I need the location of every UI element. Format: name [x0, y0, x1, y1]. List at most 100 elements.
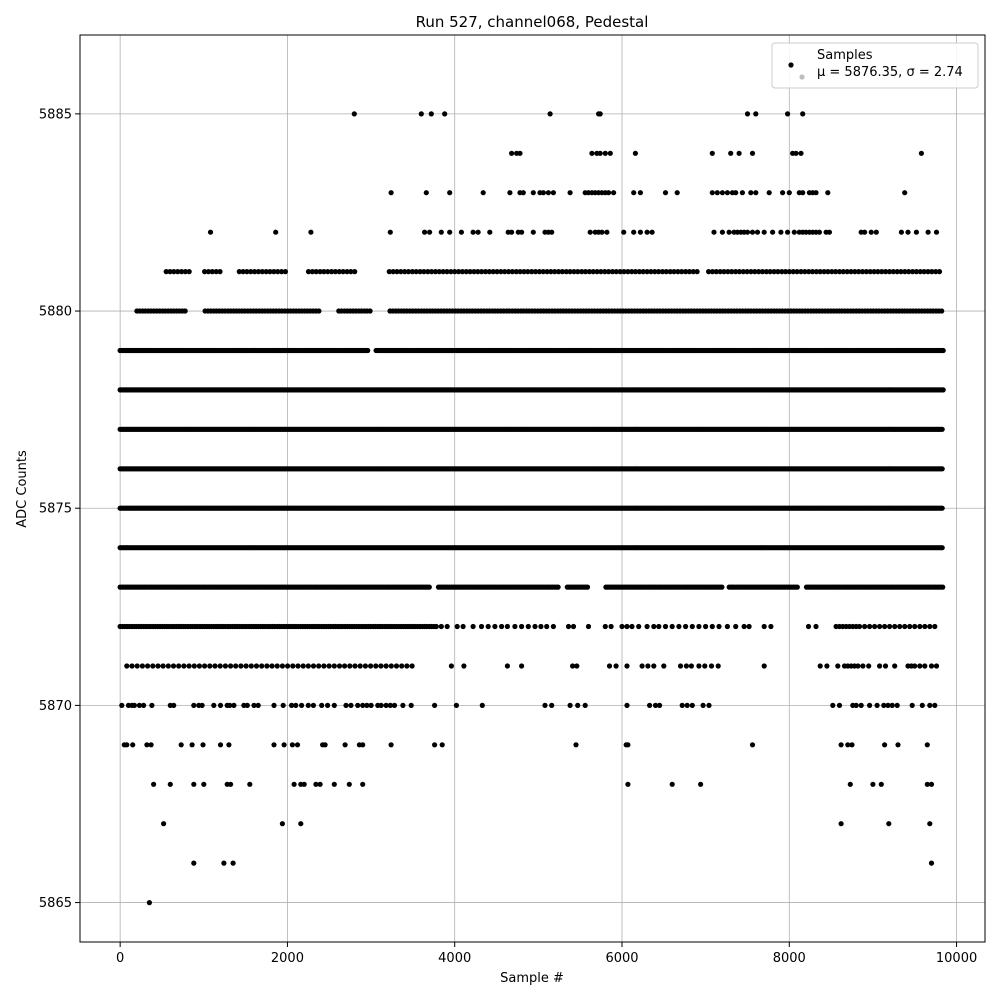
- data-point: [651, 624, 656, 629]
- data-point: [614, 663, 619, 668]
- data-point: [912, 663, 917, 668]
- data-point: [292, 782, 297, 787]
- data-point: [264, 663, 269, 668]
- data-point: [890, 703, 895, 708]
- data-point: [155, 663, 160, 668]
- data-point: [546, 190, 551, 195]
- data-point: [360, 742, 365, 747]
- data-point: [742, 624, 747, 629]
- data-point: [149, 703, 154, 708]
- data-point: [365, 348, 370, 353]
- data-point: [231, 703, 236, 708]
- data-point: [218, 703, 223, 708]
- data-point: [311, 703, 316, 708]
- data-point: [519, 624, 524, 629]
- data-point: [427, 230, 432, 235]
- data-point: [551, 624, 556, 629]
- data-point: [745, 111, 750, 116]
- data-point: [228, 663, 233, 668]
- data-point: [449, 663, 454, 668]
- data-point: [384, 663, 389, 668]
- data-point: [631, 230, 636, 235]
- data-point: [874, 230, 879, 235]
- data-point: [670, 624, 675, 629]
- data-point: [755, 230, 760, 235]
- data-point: [244, 663, 249, 668]
- data-point: [290, 742, 295, 747]
- data-point: [604, 230, 609, 235]
- data-point: [394, 663, 399, 668]
- data-point: [780, 190, 785, 195]
- data-point: [702, 663, 707, 668]
- data-point: [218, 742, 223, 747]
- data-point: [519, 230, 524, 235]
- data-point: [869, 230, 874, 235]
- data-point: [598, 111, 603, 116]
- data-point: [337, 663, 342, 668]
- data-point: [308, 230, 313, 235]
- data-point: [706, 703, 711, 708]
- data-point: [750, 742, 755, 747]
- data-point: [238, 663, 243, 668]
- data-point: [733, 624, 738, 629]
- data-point: [920, 703, 925, 708]
- data-point: [179, 742, 184, 747]
- data-point: [651, 663, 656, 668]
- data-point: [785, 230, 790, 235]
- data-point: [202, 663, 207, 668]
- data-point: [778, 230, 783, 235]
- data-point: [685, 703, 690, 708]
- data-point: [800, 111, 805, 116]
- data-point: [762, 663, 767, 668]
- data-point: [521, 190, 526, 195]
- data-point: [424, 190, 429, 195]
- data-point: [750, 151, 755, 156]
- data-point: [599, 230, 604, 235]
- data-point: [645, 624, 650, 629]
- data-point: [727, 230, 732, 235]
- data-point: [124, 742, 129, 747]
- data-point: [740, 190, 745, 195]
- data-point: [698, 782, 703, 787]
- data-point: [507, 190, 512, 195]
- data-point: [690, 703, 695, 708]
- data-point: [541, 190, 546, 195]
- data-point: [526, 624, 531, 629]
- data-point: [389, 663, 394, 668]
- data-point: [624, 663, 629, 668]
- data-point: [409, 703, 414, 708]
- data-point: [710, 190, 715, 195]
- data-point: [392, 703, 397, 708]
- data-point: [897, 624, 902, 629]
- data-point: [487, 230, 492, 235]
- data-point: [663, 190, 668, 195]
- data-point: [872, 624, 877, 629]
- data-point: [785, 111, 790, 116]
- data-point: [295, 742, 300, 747]
- data-point: [895, 703, 900, 708]
- data-point: [680, 703, 685, 708]
- data-point: [625, 742, 630, 747]
- data-point: [710, 151, 715, 156]
- data-point: [927, 624, 932, 629]
- data-point: [141, 703, 146, 708]
- data-point: [454, 703, 459, 708]
- data-point: [531, 190, 536, 195]
- data-point: [327, 663, 332, 668]
- data-point: [432, 703, 437, 708]
- data-point: [663, 624, 668, 629]
- data-point: [767, 190, 772, 195]
- data-point: [839, 821, 844, 826]
- data-point: [259, 663, 264, 668]
- data-point: [929, 663, 934, 668]
- data-point: [675, 190, 680, 195]
- data-point: [857, 624, 862, 629]
- data-point: [280, 663, 285, 668]
- data-point: [192, 663, 197, 668]
- data-point: [866, 663, 871, 668]
- data-point: [710, 624, 715, 629]
- data-point: [311, 663, 316, 668]
- data-point: [748, 190, 753, 195]
- data-point: [573, 742, 578, 747]
- data-point: [720, 190, 725, 195]
